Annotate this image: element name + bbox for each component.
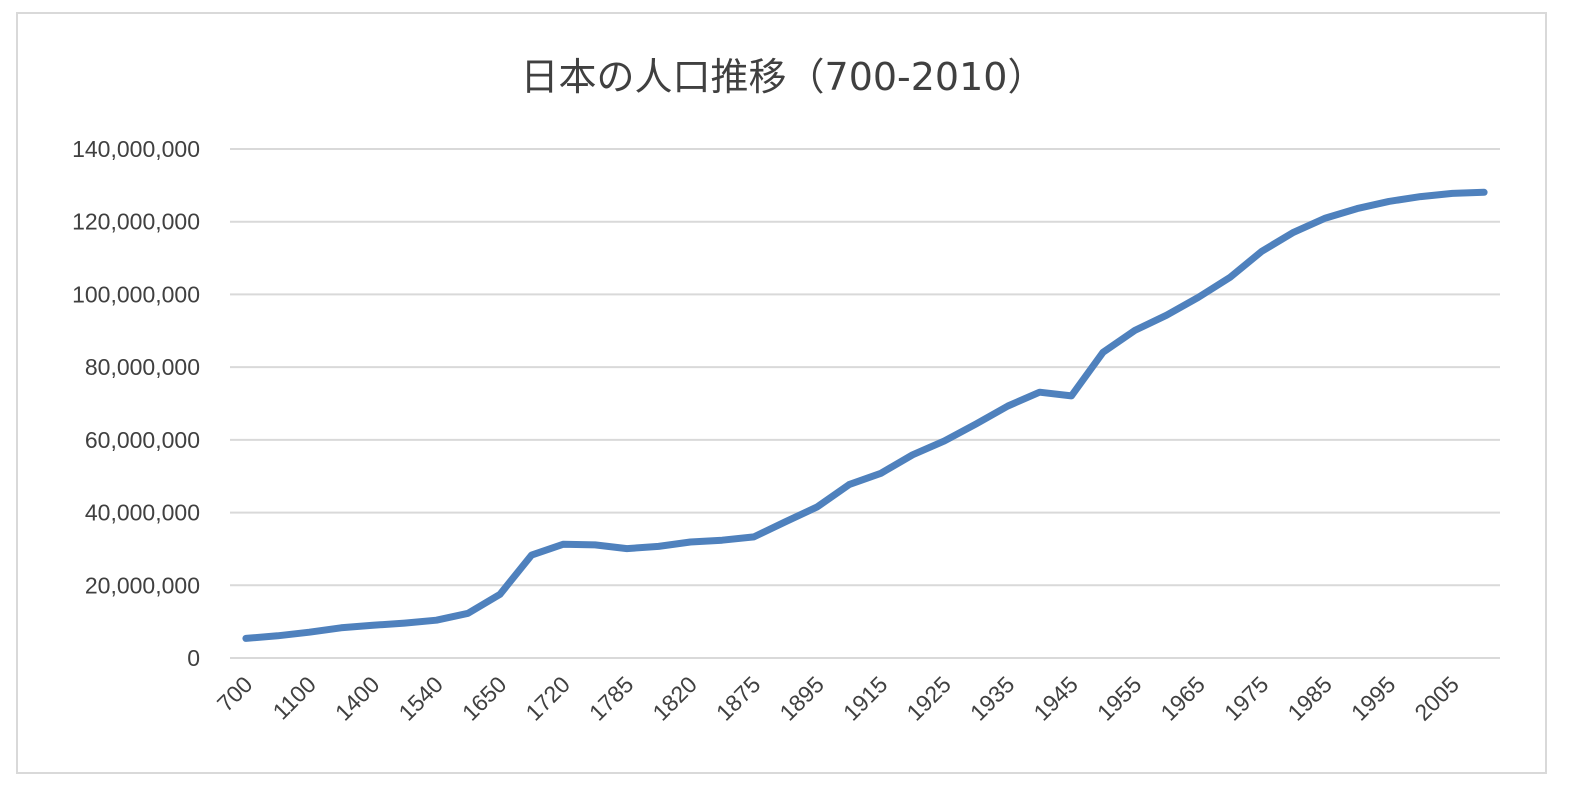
y-tick-label: 100,000,000 — [72, 281, 200, 307]
x-tick-label: 1975 — [1219, 671, 1274, 726]
x-tick-label: 2005 — [1409, 671, 1464, 726]
x-tick-label: 1400 — [330, 671, 385, 726]
series-line — [242, 188, 1488, 642]
x-tick-label: 1985 — [1282, 671, 1337, 726]
gridlines — [230, 148, 1500, 659]
x-tick-label: 1955 — [1092, 671, 1147, 726]
y-tick-label: 40,000,000 — [85, 500, 200, 526]
y-tick-label: 140,000,000 — [72, 136, 200, 162]
x-tick-label: 1820 — [647, 671, 702, 726]
x-tick-label: 1650 — [457, 671, 512, 726]
x-tick-label: 1915 — [838, 671, 893, 726]
x-tick-label: 1100 — [268, 671, 321, 724]
x-tick-label: 700 — [212, 671, 258, 717]
x-tick-label: 1925 — [901, 671, 956, 726]
chart-frame — [16, 12, 1547, 774]
series-layer — [242, 188, 1488, 642]
x-tick-label: 1945 — [1028, 671, 1083, 726]
x-tick-label: 1965 — [1155, 671, 1210, 726]
y-axis-ticks: 0 20,000,000 40,000,000 60,000,000 80,000,00… — [72, 136, 200, 671]
x-tick-label: 1995 — [1346, 671, 1401, 726]
y-tick-label: 80,000,000 — [85, 354, 200, 380]
x-tick-label: 1720 — [520, 671, 575, 726]
x-tick-label: 1785 — [584, 671, 639, 726]
y-tick-label: 120,000,000 — [72, 209, 200, 235]
x-tick-label: 1540 — [393, 671, 448, 726]
x-axis-ticks: 700 1100 1400 1540 1650 1720 1785 1820 1875 1895 1… — [212, 671, 1464, 726]
y-tick-label: 20,000,000 — [85, 572, 200, 598]
x-tick-label: 1935 — [965, 671, 1020, 726]
x-tick-label: 1895 — [774, 671, 829, 726]
x-tick-label: 1875 — [711, 671, 766, 726]
y-tick-label: 60,000,000 — [85, 427, 200, 453]
y-tick-label: 0 — [187, 645, 200, 671]
chart-title: 日本の人口推移（700-2010） — [521, 55, 1046, 99]
